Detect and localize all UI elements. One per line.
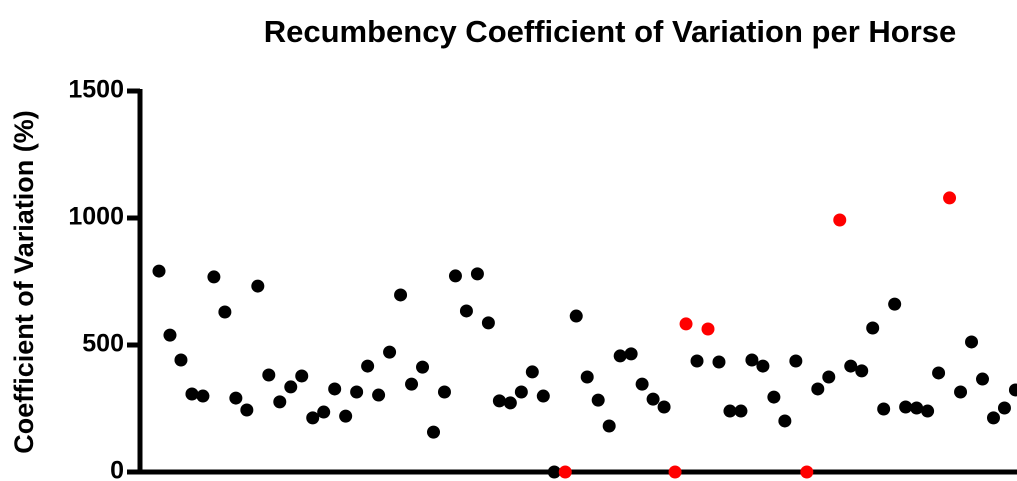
- point: [932, 366, 946, 380]
- point: [525, 365, 539, 379]
- point: [152, 264, 166, 278]
- point: [635, 377, 649, 391]
- point: [185, 387, 199, 401]
- chart-title: Recumbency Coefficient of Variation per …: [264, 14, 957, 49]
- point: [350, 385, 364, 399]
- point: [558, 465, 572, 479]
- point: [174, 353, 188, 367]
- point: [361, 359, 375, 373]
- point: [218, 305, 232, 319]
- point: [251, 279, 265, 293]
- point: [921, 404, 935, 418]
- point: [536, 389, 550, 403]
- y-axis-label: Coefficient of Variation (%): [9, 110, 39, 454]
- point: [580, 370, 594, 384]
- point: [888, 297, 902, 311]
- point: [437, 385, 451, 399]
- point: [855, 364, 869, 378]
- point: [756, 359, 770, 373]
- y-tick-label: 1500: [68, 76, 124, 104]
- point: [986, 411, 1000, 425]
- point: [822, 370, 836, 384]
- point: [394, 288, 408, 302]
- point: [646, 392, 660, 406]
- point: [339, 409, 353, 423]
- point: [448, 269, 462, 283]
- y-tick-label: 500: [82, 330, 124, 358]
- point: [295, 369, 309, 383]
- point: [383, 345, 397, 359]
- point: [602, 419, 616, 433]
- point: [690, 354, 704, 368]
- point: [767, 390, 781, 404]
- point: [899, 400, 913, 414]
- point: [163, 328, 177, 342]
- point: [284, 380, 298, 394]
- point: [965, 335, 979, 349]
- point: [328, 382, 342, 396]
- point: [1008, 383, 1017, 397]
- point: [405, 377, 419, 391]
- point: [492, 394, 506, 408]
- point: [569, 309, 583, 323]
- point: [745, 353, 759, 367]
- point: [997, 401, 1011, 415]
- point: [800, 465, 814, 479]
- point: [701, 322, 715, 336]
- point: [657, 400, 671, 414]
- point: [416, 360, 430, 374]
- point: [470, 267, 484, 281]
- y-tick-label: 1000: [68, 203, 124, 231]
- y-tick-label: 0: [110, 457, 124, 481]
- point: [624, 347, 638, 361]
- point: [240, 403, 254, 417]
- point: [778, 414, 792, 428]
- point: [273, 395, 287, 409]
- point: [317, 405, 331, 419]
- point: [459, 304, 473, 318]
- point: [372, 388, 386, 402]
- point: [789, 354, 803, 368]
- point: [833, 213, 847, 227]
- point: [306, 411, 320, 425]
- point: [229, 391, 243, 405]
- point: [514, 385, 528, 399]
- point: [481, 316, 495, 330]
- point: [954, 385, 968, 399]
- point: [503, 396, 517, 410]
- point: [427, 425, 440, 439]
- point: [723, 404, 737, 418]
- point: [734, 404, 748, 418]
- point: [207, 270, 221, 284]
- point: [811, 382, 825, 396]
- point: [262, 368, 276, 382]
- point: [943, 191, 957, 205]
- point: [613, 349, 627, 363]
- point: [712, 355, 726, 369]
- point: [547, 465, 561, 479]
- point: [910, 401, 924, 415]
- point: [668, 465, 682, 479]
- point: [196, 389, 210, 403]
- point: [976, 372, 989, 386]
- point: [844, 359, 858, 373]
- point: [679, 317, 693, 331]
- point: [877, 402, 891, 416]
- point: [591, 393, 605, 407]
- point: [866, 321, 880, 335]
